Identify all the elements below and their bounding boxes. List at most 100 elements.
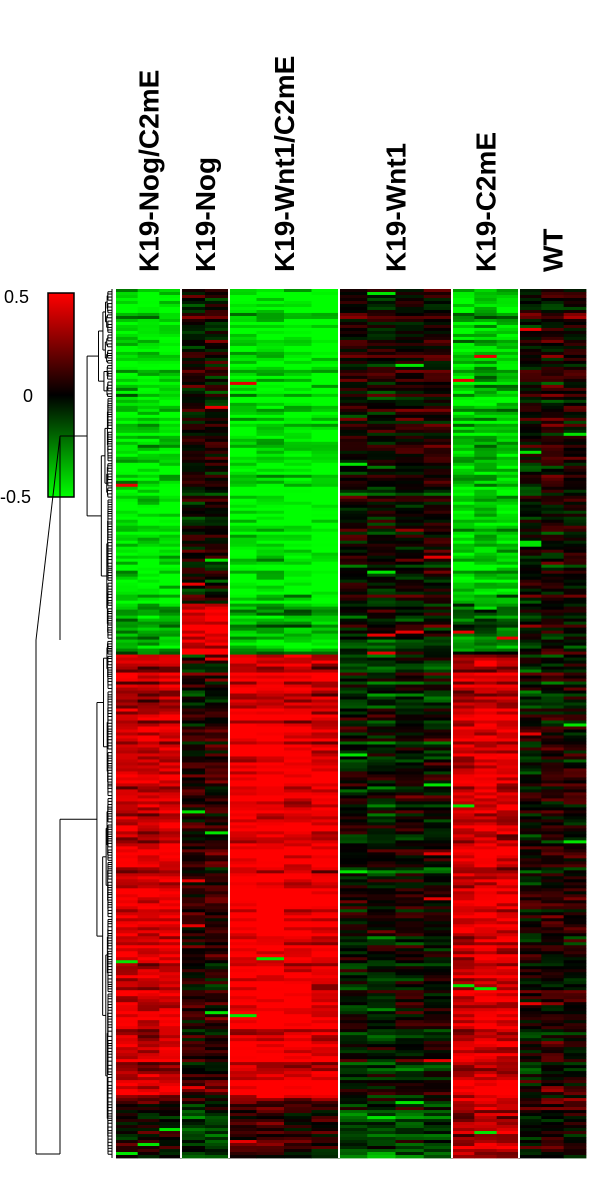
heatmap-cell [205,819,230,823]
heatmap-cell [339,1086,368,1090]
heatmap-cell [159,633,182,637]
heatmap-cell [339,981,368,985]
heatmap-cell [205,1089,230,1093]
heatmap-cell [452,843,475,847]
heatmap-cell [159,402,182,407]
heatmap-cell [423,498,453,503]
heatmap-cell [205,375,230,380]
heatmap-cell [159,1104,182,1108]
heatmap-cell [395,987,425,991]
heatmap-cell [311,705,340,709]
heatmap-cell [116,855,139,859]
heatmap-cell [256,327,285,332]
heatmap-cell [256,1131,285,1135]
heatmap-cell [159,531,182,536]
heatmap-cell [395,1095,425,1099]
heatmap-cell [395,735,425,739]
heatmap-cell [181,339,206,344]
heatmap-cell [116,630,139,635]
heatmap-cell [229,480,257,485]
heatmap-cell [339,564,368,569]
heatmap-cell [181,888,206,892]
heatmap-cell [116,816,139,820]
heatmap-cell [339,792,368,796]
heatmap-cell [311,477,340,482]
heatmap-cell [159,774,182,778]
heatmap-cell [284,1053,312,1057]
heatmap-cell [339,858,368,862]
heatmap-cell [423,432,453,437]
heatmap-cell [116,339,139,344]
heatmap-cell [181,513,206,518]
heatmap-cell [137,465,160,470]
heatmap-cell [159,729,182,733]
heatmap-cell [229,906,257,910]
heatmap-cell [311,837,340,841]
heatmap-cell [116,1032,139,1036]
heatmap-cell [137,717,160,721]
heatmap-cell [452,408,475,413]
heatmap-cell [205,897,230,901]
heatmap-cell [256,468,285,473]
heatmap-cell [256,1041,285,1045]
heatmap-cell [159,321,182,326]
heatmap-cell [181,591,206,596]
heatmap-cell [339,579,368,584]
heatmap-cell [395,891,425,895]
heatmap-cell [284,906,312,910]
heatmap-cell [311,492,340,497]
heatmap-cell [367,789,396,793]
heatmap-cell [181,1080,206,1084]
heatmap-cell [181,918,206,922]
heatmap-cell [116,714,139,718]
heatmap-cell [452,897,475,901]
heatmap-cell [159,366,182,371]
heatmap-cell [256,462,285,467]
heatmap-cell [229,1038,257,1042]
heatmap-cell [229,945,257,949]
heatmap-cell [452,471,475,476]
heatmap-cell [367,843,396,847]
heatmap-cell [159,292,182,296]
heatmap-cell [339,831,368,835]
heatmap-cell [284,933,312,937]
heatmap-cell [367,933,396,937]
heatmap-cell [367,546,396,551]
heatmap-cell [339,921,368,925]
heatmap-cell [339,774,368,778]
heatmap-cell [205,1152,230,1156]
heatmap-cell [181,720,206,724]
heatmap-cell [367,951,396,955]
heatmap-cell [311,687,340,691]
heatmap-cell [395,945,425,949]
heatmap-cell [116,555,139,560]
heatmap-cell [423,708,453,712]
heatmap-cell [367,306,396,311]
heatmap-cell [256,552,285,557]
heatmap-cell [256,558,285,563]
heatmap-cell [116,969,139,973]
heatmap-cell [116,531,139,536]
heatmap-cell [452,546,475,551]
heatmap-cell [339,876,368,880]
heatmap-cell [395,690,425,694]
heatmap-cell [205,978,230,982]
heatmap-cell [229,393,257,398]
heatmap-cell [452,831,475,835]
heatmap-cell [423,1044,453,1048]
heatmap-cell [205,1023,230,1027]
heatmap-cell [339,1059,368,1063]
heatmap-cell [284,597,312,602]
heatmap-cell [395,1122,425,1126]
heatmap-cell [181,612,206,617]
heatmap-cell [116,864,139,868]
heatmap-cell [159,381,182,386]
heatmap-cell [159,627,182,632]
heatmap-cell [284,744,312,748]
heatmap-cell [452,1080,475,1084]
heatmap-cell [452,630,475,635]
heatmap-cell [205,639,230,643]
heatmap-cell [311,933,340,937]
heatmap-cell [339,1143,368,1147]
heatmap-cell [423,564,453,569]
